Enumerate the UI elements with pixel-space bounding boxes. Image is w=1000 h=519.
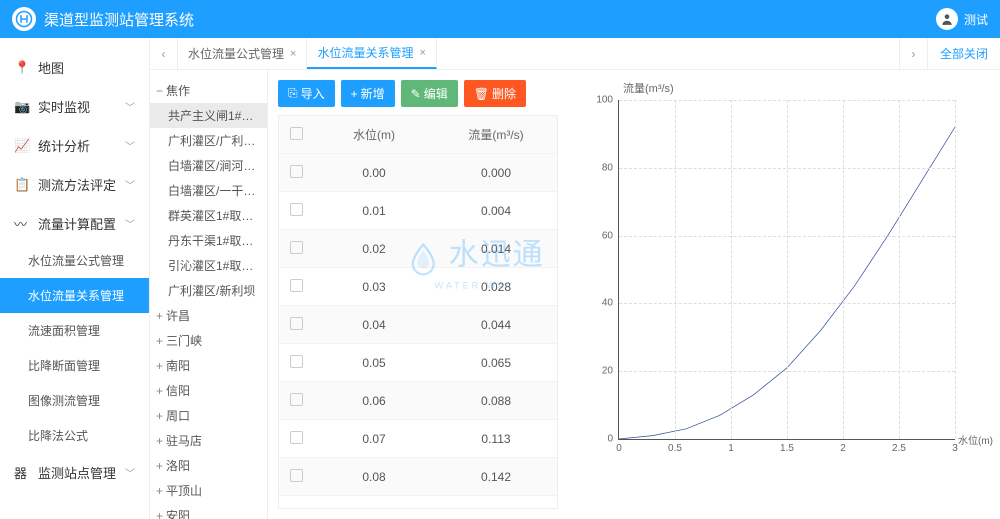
logo-icon	[12, 7, 36, 31]
sidebar-item[interactable]: 器监测站点管理﹀	[0, 453, 149, 492]
sidebar-item[interactable]: 📈统计分析﹀	[0, 126, 149, 165]
sidebar-subitem[interactable]: 水位流量关系管理	[0, 278, 149, 313]
chevron-down-icon: ﹀	[125, 216, 135, 231]
tree-leaf[interactable]: 白墙灌区/一干渠…	[150, 178, 267, 203]
table-row[interactable]: 0.040.044	[279, 306, 557, 344]
sidebar-subitem[interactable]: 比降法公式	[0, 418, 149, 453]
checkbox[interactable]	[290, 203, 303, 216]
table-row[interactable]: 0.010.004	[279, 192, 557, 230]
tree-leaf[interactable]: 广利灌区/新利坝	[150, 278, 267, 303]
close-icon[interactable]: ×	[419, 47, 425, 59]
checkbox[interactable]	[290, 431, 303, 444]
checkbox[interactable]	[290, 127, 303, 140]
chart-y-title: 流量(m³/s)	[623, 80, 985, 96]
tree-node[interactable]: +平顶山	[150, 478, 267, 503]
chevron-down-icon: ﹀	[125, 465, 135, 480]
tree-node[interactable]: +信阳	[150, 378, 267, 403]
nav-icon: 📍	[14, 60, 30, 76]
checkbox[interactable]	[290, 241, 303, 254]
table-row[interactable]: 0.050.065	[279, 344, 557, 382]
avatar-icon	[936, 8, 958, 30]
user-menu[interactable]: 测试	[936, 8, 988, 30]
chevron-down-icon: ﹀	[125, 99, 135, 114]
delete-button[interactable]: 🗑 删除	[464, 80, 526, 107]
sidebar-item[interactable]: 📋测流方法评定﹀	[0, 165, 149, 204]
sidebar-subitem[interactable]: 图像测流管理	[0, 383, 149, 418]
nav-icon: 📋	[14, 177, 30, 193]
sidebar: 📍地图📷实时监视﹀📈统计分析﹀📋测流方法评定﹀〰流量计算配置﹀水位流量公式管理水…	[0, 38, 150, 519]
close-all-tabs[interactable]: 全部关闭	[927, 38, 1000, 69]
chart-x-title: 水位(m)	[958, 432, 993, 447]
tree-node[interactable]: −焦作	[150, 78, 267, 103]
table-row[interactable]: 0.080.142	[279, 458, 557, 496]
sidebar-item[interactable]: 📷实时监视﹀	[0, 87, 149, 126]
sidebar-item[interactable]: 〰流量计算配置﹀	[0, 204, 149, 243]
tab[interactable]: 水位流量关系管理×	[307, 38, 436, 69]
table-row[interactable]: 0.070.113	[279, 420, 557, 458]
add-button[interactable]: + 新增	[341, 80, 395, 107]
checkbox[interactable]	[290, 469, 303, 482]
chevron-down-icon: ﹀	[125, 138, 135, 153]
sidebar-subitem[interactable]: 水位流量公式管理	[0, 243, 149, 278]
import-button[interactable]: ⎘ 导入	[278, 80, 335, 107]
tree-leaf[interactable]: 白墙灌区/涧河闸…	[150, 153, 267, 178]
table-row[interactable]: 0.060.088	[279, 382, 557, 420]
table-row[interactable]: 0.020.014	[279, 230, 557, 268]
user-name: 测试	[964, 11, 988, 28]
sidebar-subitem[interactable]: 比降断面管理	[0, 348, 149, 383]
tree-panel: −焦作共产主义闸1#取…广利灌区/广利总…白墙灌区/涧河闸…白墙灌区/一干渠…群…	[150, 70, 268, 519]
checkbox[interactable]	[290, 355, 303, 368]
table-row[interactable]: 0.030.028	[279, 268, 557, 306]
tree-node[interactable]: +三门峡	[150, 328, 267, 353]
checkbox[interactable]	[290, 317, 303, 330]
edit-button[interactable]: ✎ 编辑	[401, 80, 458, 107]
tree-node[interactable]: +洛阳	[150, 453, 267, 478]
close-icon[interactable]: ×	[290, 48, 296, 60]
chart-panel: 流量(m³/s) 水位(m) 02040608010000.511.522.53	[568, 70, 1000, 519]
tree-node[interactable]: +周口	[150, 403, 267, 428]
tabs-bar: ‹ 水位流量公式管理×水位流量关系管理× › 全部关闭	[150, 38, 1000, 70]
tree-node[interactable]: +安阳	[150, 503, 267, 519]
tree-leaf[interactable]: 共产主义闸1#取…	[150, 103, 267, 128]
checkbox[interactable]	[290, 279, 303, 292]
nav-icon: 📷	[14, 99, 30, 115]
sidebar-item[interactable]: 📍地图	[0, 48, 149, 87]
tree-leaf[interactable]: 丹东干渠1#取水口	[150, 228, 267, 253]
nav-icon: 📈	[14, 138, 30, 154]
checkbox[interactable]	[290, 393, 303, 406]
tabs-scroll-left[interactable]: ‹	[150, 38, 178, 69]
app-title: 渠道型监测站管理系统	[44, 9, 936, 30]
tab[interactable]: 水位流量公式管理×	[178, 38, 307, 69]
sidebar-subitem[interactable]: 流速面积管理	[0, 313, 149, 348]
checkbox[interactable]	[290, 165, 303, 178]
tree-leaf[interactable]: 引沁灌区1#取水口	[150, 253, 267, 278]
nav-icon: 器	[14, 463, 30, 482]
chevron-down-icon: ﹀	[125, 177, 135, 192]
nav-icon: 〰	[14, 214, 30, 233]
tree-node[interactable]: +驻马店	[150, 428, 267, 453]
tabs-scroll-right[interactable]: ›	[899, 38, 927, 69]
table-row[interactable]: 0.000.000	[279, 154, 557, 192]
tree-leaf[interactable]: 广利灌区/广利总…	[150, 128, 267, 153]
tree-node[interactable]: +南阳	[150, 353, 267, 378]
tree-leaf[interactable]: 群英灌区1#取水口	[150, 203, 267, 228]
data-table: 水位(m)流量(m³/s)0.000.0000.010.0040.020.014…	[278, 115, 558, 509]
tree-node[interactable]: +许昌	[150, 303, 267, 328]
